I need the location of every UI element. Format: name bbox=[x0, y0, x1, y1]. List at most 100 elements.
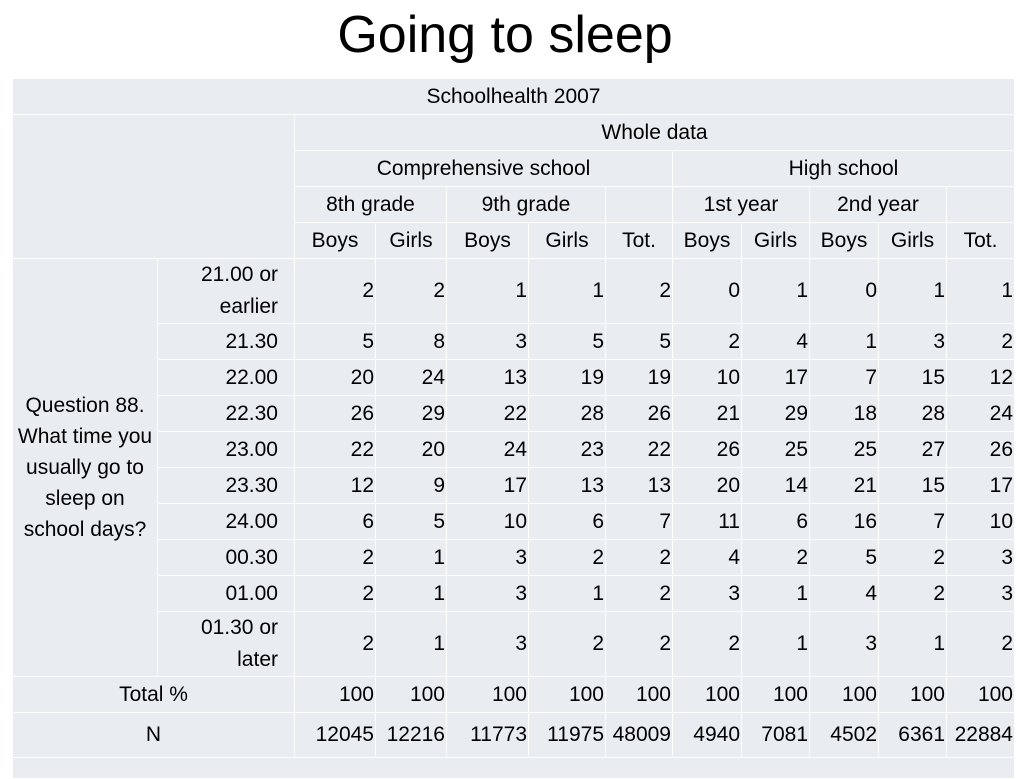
value-cell: 2 bbox=[294, 539, 376, 576]
value-cell: 2 bbox=[528, 539, 606, 576]
slide-title: Going to sleep bbox=[337, 6, 673, 64]
column-header: Girls bbox=[528, 222, 606, 259]
value-cell: 2 bbox=[294, 575, 376, 612]
value-cell: 23 bbox=[528, 431, 606, 468]
value-cell: 7 bbox=[605, 503, 673, 540]
value-cell: 3 bbox=[946, 575, 1015, 612]
table-row: Question 88. What time you usually go to… bbox=[12, 258, 1015, 677]
table-row: 22.30 26 29 22 28 26 21 29 18 28 24 bbox=[13, 395, 1015, 432]
grade-header: 1st year bbox=[672, 186, 810, 223]
column-header: Tot. bbox=[605, 222, 673, 259]
time-label: 01.30 or later bbox=[157, 611, 295, 677]
value-cell: 2 bbox=[741, 539, 810, 576]
value-cell: 8 bbox=[375, 323, 447, 360]
value-cell: 2 bbox=[946, 323, 1015, 360]
time-label: 24.00 bbox=[157, 503, 295, 540]
value-cell: 24 bbox=[946, 395, 1015, 432]
table-row: 21.30 5 8 3 5 5 2 4 1 3 2 bbox=[13, 323, 1015, 360]
value-cell: 21 bbox=[672, 395, 742, 432]
value-cell: 27 bbox=[878, 431, 947, 468]
value-cell: 11773 bbox=[446, 712, 529, 758]
value-cell: 2 bbox=[528, 611, 606, 677]
value-cell: 10 bbox=[946, 503, 1015, 540]
value-cell: 100 bbox=[878, 676, 947, 713]
value-cell: 2 bbox=[375, 258, 447, 324]
table-row: 23.00 22 20 24 23 22 26 25 25 27 26 bbox=[13, 431, 1015, 468]
value-cell: 1 bbox=[946, 258, 1015, 324]
value-cell: 3 bbox=[809, 611, 879, 677]
value-cell: 17 bbox=[446, 467, 529, 504]
value-cell: 1 bbox=[878, 258, 947, 324]
value-cell: 1 bbox=[375, 575, 447, 612]
value-cell: 20 bbox=[294, 359, 376, 396]
column-header: Boys bbox=[446, 222, 529, 259]
scope-header: Whole data bbox=[294, 114, 1015, 151]
value-cell: 100 bbox=[741, 676, 810, 713]
grade-header: 9th grade bbox=[446, 186, 606, 223]
value-cell: 3 bbox=[878, 323, 947, 360]
value-cell: 12 bbox=[294, 467, 376, 504]
value-cell: 2 bbox=[605, 539, 673, 576]
value-cell: 26 bbox=[672, 431, 742, 468]
value-cell: 18 bbox=[809, 395, 879, 432]
value-cell: 20 bbox=[672, 467, 742, 504]
value-cell: 16 bbox=[809, 503, 879, 540]
value-cell: 100 bbox=[946, 676, 1015, 713]
value-cell: 100 bbox=[375, 676, 447, 713]
value-cell: 100 bbox=[446, 676, 529, 713]
value-cell: 17 bbox=[946, 467, 1015, 504]
table-row: 24.00 6 5 10 6 7 11 6 16 7 10 bbox=[13, 503, 1015, 540]
value-cell: 13 bbox=[605, 467, 673, 504]
value-cell: 11975 bbox=[528, 712, 606, 758]
value-cell: 20 bbox=[375, 431, 447, 468]
value-cell: 2 bbox=[672, 323, 742, 360]
value-cell: 2 bbox=[672, 611, 742, 677]
time-label: 21.30 bbox=[157, 323, 295, 360]
column-header: Girls bbox=[375, 222, 447, 259]
value-cell: 100 bbox=[528, 676, 606, 713]
value-cell: 29 bbox=[741, 395, 810, 432]
column-header: Girls bbox=[878, 222, 947, 259]
value-cell: 2 bbox=[605, 258, 673, 324]
value-cell: 0 bbox=[809, 258, 879, 324]
value-cell: 3 bbox=[672, 575, 742, 612]
value-cell: 13 bbox=[528, 467, 606, 504]
value-cell: 100 bbox=[809, 676, 879, 713]
value-cell: 28 bbox=[528, 395, 606, 432]
value-cell: 21 bbox=[809, 467, 879, 504]
value-cell: 3 bbox=[946, 539, 1015, 576]
value-cell: 2 bbox=[878, 575, 947, 612]
value-cell: 6361 bbox=[878, 712, 947, 758]
grade-header bbox=[605, 186, 673, 223]
value-cell: 28 bbox=[878, 395, 947, 432]
value-cell: 7 bbox=[809, 359, 879, 396]
school-header-comprehensive: Comprehensive school bbox=[294, 150, 673, 187]
value-cell: 17 bbox=[741, 359, 810, 396]
value-cell: 4 bbox=[741, 323, 810, 360]
value-cell: 48009 bbox=[605, 712, 673, 758]
value-cell: 13 bbox=[446, 359, 529, 396]
value-cell: 4 bbox=[672, 539, 742, 576]
value-cell: 29 bbox=[375, 395, 447, 432]
value-cell: 22884 bbox=[946, 712, 1015, 758]
value-cell: 5 bbox=[375, 503, 447, 540]
table-row: 22.00 20 24 13 19 19 10 17 7 15 12 bbox=[13, 359, 1015, 396]
column-header: Boys bbox=[809, 222, 879, 259]
n-row-label: N bbox=[12, 712, 295, 758]
grade-header: 8th grade bbox=[294, 186, 447, 223]
value-cell: 24 bbox=[375, 359, 447, 396]
empty-footer-cell bbox=[12, 757, 1015, 779]
value-cell: 10 bbox=[672, 359, 742, 396]
value-cell: 9 bbox=[375, 467, 447, 504]
empty-header-corner bbox=[12, 114, 295, 259]
value-cell: 22 bbox=[605, 431, 673, 468]
value-cell: 3 bbox=[446, 611, 529, 677]
value-cell: 100 bbox=[294, 676, 376, 713]
school-header-high: High school bbox=[672, 150, 1015, 187]
column-header: Girls bbox=[741, 222, 810, 259]
value-cell: 2 bbox=[946, 611, 1015, 677]
value-cell: 6 bbox=[741, 503, 810, 540]
value-cell: 14 bbox=[741, 467, 810, 504]
value-cell: 22 bbox=[294, 431, 376, 468]
value-cell: 2 bbox=[605, 611, 673, 677]
